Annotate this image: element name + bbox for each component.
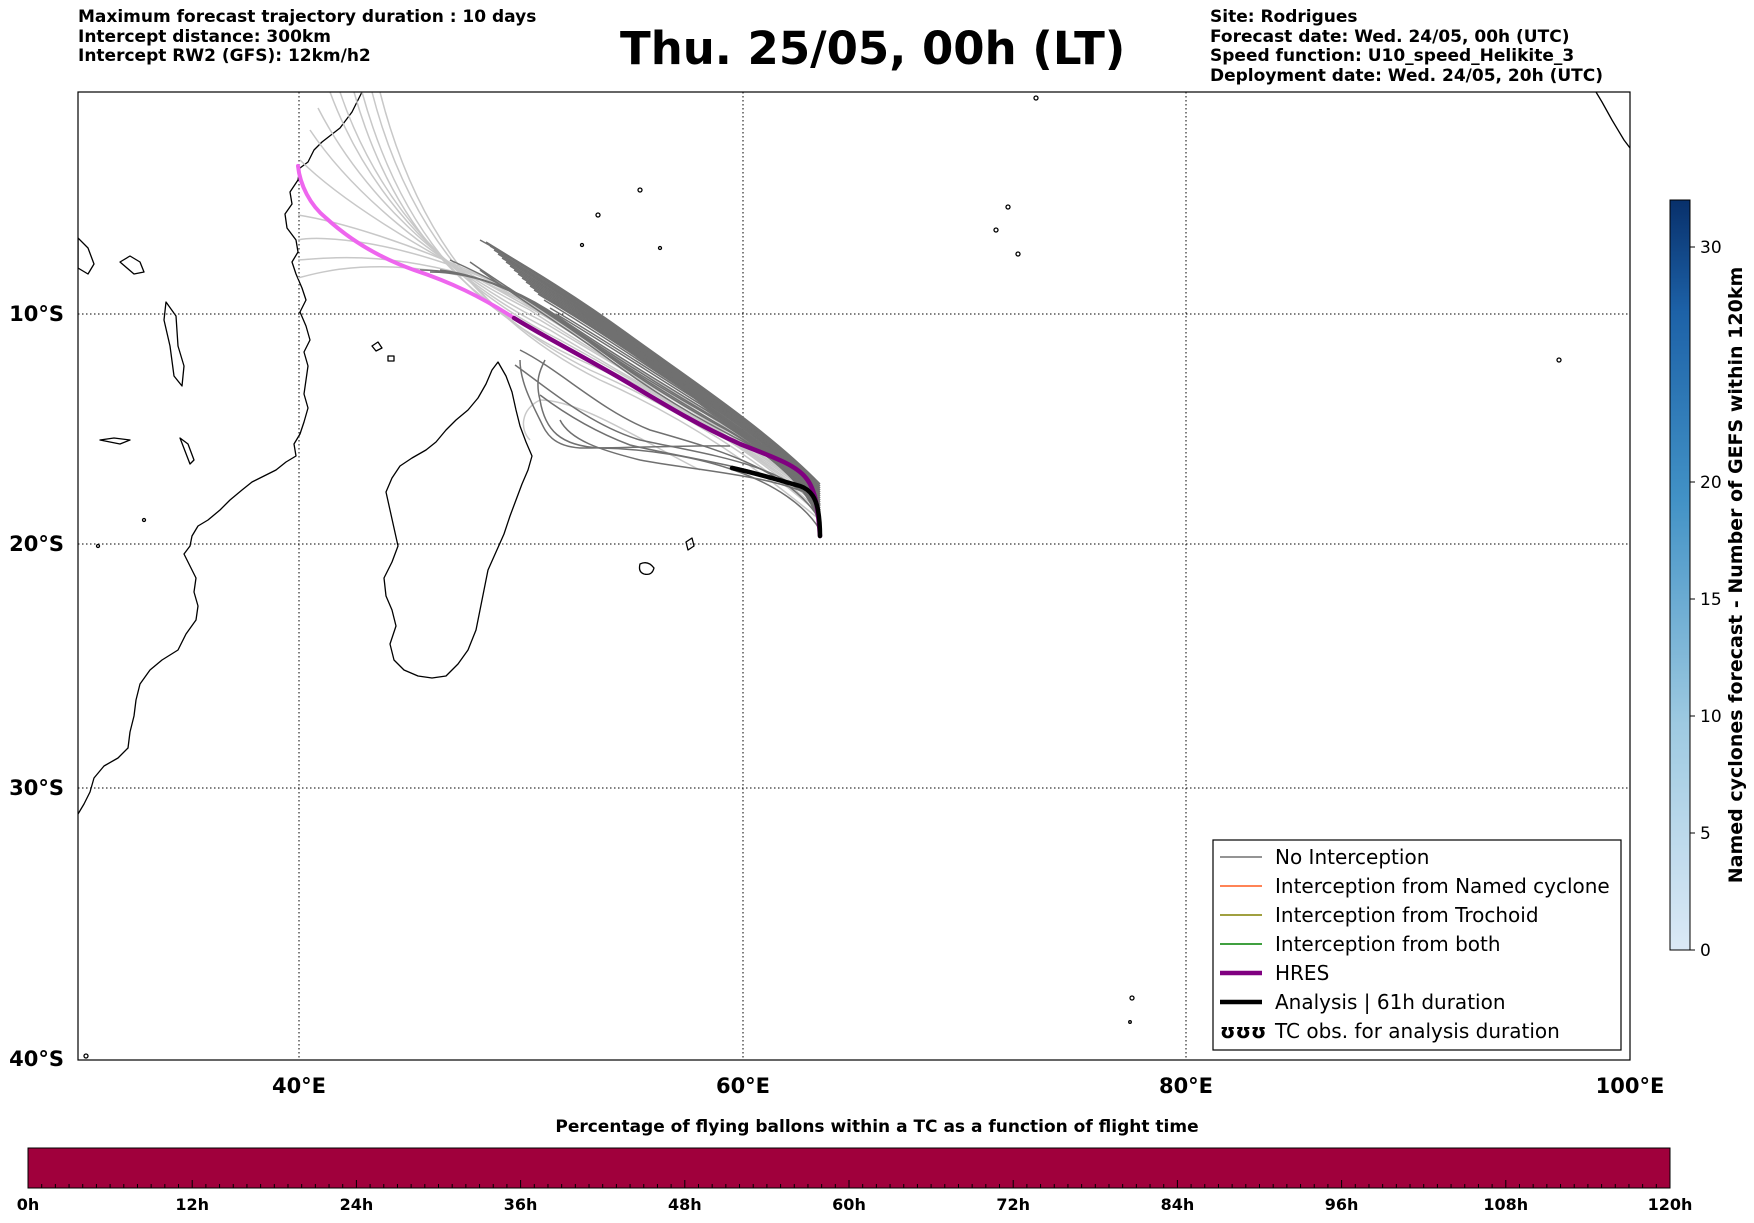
comoros-island: [387, 355, 395, 362]
lon-tick-label: 100°E: [1596, 1074, 1665, 1098]
island: [1015, 251, 1021, 257]
madagascar-coastline: [383, 361, 533, 679]
intercept-rw2-line: Intercept RW2 (GFS): 12km/h2: [78, 46, 371, 66]
intercept-distance-line: Intercept distance: 300km: [78, 26, 331, 47]
legend-label: Analysis | 61h duration: [1275, 990, 1506, 1014]
lake-victoria-outline: [78, 237, 95, 275]
percentage-bar-title: Percentage of flying ballons within a TC…: [555, 1117, 1199, 1137]
legend-label: No Interception: [1275, 845, 1429, 869]
percentage-bar-tick-label: 108h: [1483, 1195, 1529, 1214]
colorbar-tick-label: 10: [1700, 707, 1722, 727]
gefs-colorbar-fill: [1669, 199, 1691, 951]
colorbar-tick-label: 30: [1700, 238, 1722, 258]
forecast-time-title: Thu. 25/05, 00h (LT): [620, 22, 1126, 75]
lake-outline: [179, 437, 195, 465]
analysis-track: [729, 465, 823, 539]
hres-track-light: [296, 164, 516, 320]
percentage-bar-tick-label: 24h: [339, 1195, 374, 1214]
lon-tick-label: 60°E: [716, 1074, 770, 1098]
legend-label: HRES: [1275, 961, 1329, 985]
island: [141, 517, 147, 523]
percentage-bar: [27, 1147, 1671, 1189]
percentage-bar-tick-label: 0h: [16, 1195, 40, 1214]
island: [1128, 1020, 1132, 1024]
island: [1556, 357, 1562, 363]
deployment-date-line: Deployment date: Wed. 24/05, 20h (UTC): [1210, 65, 1604, 86]
lake-malawi-outline: [163, 301, 185, 387]
percentage-bar-ticks: [27, 1180, 1671, 1188]
colorbar-tick-label: 20: [1700, 473, 1722, 493]
island: [993, 227, 999, 233]
lat-tick-label: 10°S: [9, 302, 64, 326]
island: [1005, 204, 1011, 210]
lat-tick-label: 20°S: [9, 532, 64, 556]
lat-tick-label: 40°S: [9, 1047, 64, 1071]
legend-label: Interception from Named cyclone: [1275, 874, 1610, 898]
percentage-bar-tick-label: 12h: [175, 1195, 210, 1214]
island: [637, 187, 643, 193]
percentage-bar-tick-label: 96h: [1324, 1195, 1359, 1214]
legend-label: TC obs. for analysis duration: [1274, 1019, 1560, 1043]
colorbar-tick-label: 5: [1700, 824, 1711, 844]
colorbar-tick-label: 0: [1700, 941, 1711, 961]
island: [1129, 995, 1135, 1001]
tc-obs-symbol-icon: ʊʊʊ: [1220, 1019, 1266, 1043]
reunion-island: [638, 562, 655, 576]
lake-outline: [119, 255, 145, 275]
lon-tick-label: 40°E: [272, 1074, 326, 1098]
island: [95, 543, 101, 549]
lon-tick-label: 80°E: [1159, 1074, 1213, 1098]
no-interception-tracks: [419, 239, 821, 531]
speed-function-line: Speed function: U10_speed_Helikite_3: [1210, 46, 1575, 66]
grid-lines: [78, 92, 1630, 1060]
site-line: Site: Rodrigues: [1210, 7, 1358, 27]
island: [83, 1053, 89, 1059]
island: [595, 212, 601, 218]
percentage-bar-tick-label: 36h: [503, 1195, 538, 1214]
africa-coastline: [78, 92, 363, 815]
header-right-info: Site: Rodrigues Forecast date: Wed. 24/0…: [1210, 7, 1604, 86]
forecast-date-line: Forecast date: Wed. 24/05, 00h (UTC): [1210, 26, 1570, 47]
percentage-bar-tick-label: 120h: [1647, 1195, 1693, 1214]
percentage-bar-tick-label: 48h: [667, 1195, 702, 1214]
header-left-info: Maximum forecast trajectory duration : 1…: [78, 7, 537, 67]
gefs-colorbar: 0 5 10 15 20 30 Named cyclones forecast …: [1669, 199, 1747, 961]
legend: No Interception Interception from Named …: [1212, 839, 1622, 1051]
max-duration-line: Maximum forecast trajectory duration : 1…: [78, 7, 537, 27]
lake-outline: [99, 437, 131, 445]
percentage-bar-tick-label: 72h: [996, 1195, 1031, 1214]
legend-label: Interception from Trochoid: [1275, 903, 1539, 927]
map-frame: [77, 91, 1631, 1061]
legend-box: [1212, 839, 1622, 1051]
percentage-bar-tick-label: 84h: [1160, 1195, 1195, 1214]
hres-track: [511, 315, 823, 539]
island: [1033, 95, 1039, 101]
coastline-northeast: [1595, 92, 1630, 149]
legend-label: Interception from both: [1275, 932, 1501, 956]
island: [657, 245, 663, 251]
colorbar-tick-label: 15: [1700, 590, 1722, 610]
colorbar-title: Named cyclones forecast - Number of GEFS…: [1725, 267, 1747, 884]
mauritius-island: [685, 537, 695, 551]
island: [579, 242, 585, 248]
percentage-bar-tick-label: 60h: [832, 1195, 866, 1214]
lat-tick-label: 30°S: [9, 776, 64, 800]
comoros-island: [371, 341, 383, 352]
